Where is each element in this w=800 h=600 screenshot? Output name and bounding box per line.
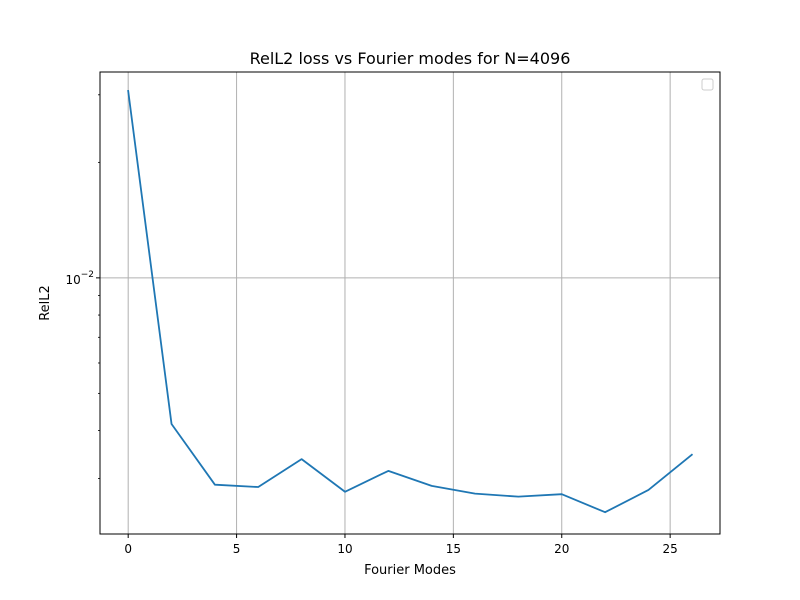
y-tick-base: 10 bbox=[65, 273, 80, 287]
series-layer bbox=[127, 89, 694, 514]
y-tick-label: 10−2 bbox=[65, 270, 94, 287]
x-tick-label: 0 bbox=[124, 542, 132, 556]
y-axis-label: RelL2 bbox=[38, 285, 53, 321]
series-line bbox=[127, 89, 694, 514]
plot-frame bbox=[99, 71, 721, 535]
x-tick-label: 10 bbox=[337, 542, 352, 556]
y-tick-exponent: −2 bbox=[81, 270, 94, 280]
x-tick-label: 5 bbox=[233, 542, 241, 556]
x-tick-label: 15 bbox=[446, 542, 461, 556]
x-tick-label: 20 bbox=[554, 542, 569, 556]
x-axis-label: Fourier Modes bbox=[364, 563, 456, 578]
legend bbox=[701, 78, 714, 91]
chart-title: RelL2 loss vs Fourier modes for N=4096 bbox=[250, 49, 571, 68]
grid-lines bbox=[100, 72, 720, 534]
x-tick-label: 25 bbox=[662, 542, 677, 556]
legend-box bbox=[701, 78, 714, 91]
